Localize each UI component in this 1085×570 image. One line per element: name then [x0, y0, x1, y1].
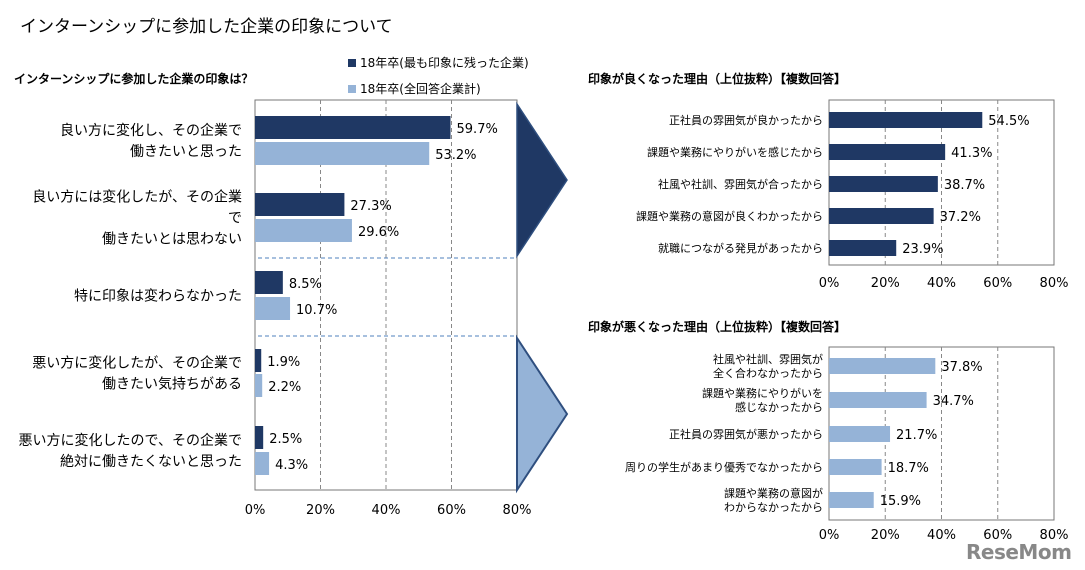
bad-data-label: 15.9% [880, 494, 921, 509]
bad-bar [829, 492, 874, 508]
good-category-label: 課題や業務の意図が良くわかったから [636, 209, 823, 223]
good-data-label: 23.9% [902, 242, 943, 257]
left-bar-series-2 [255, 452, 270, 475]
bad-data-label: 21.7% [896, 428, 937, 443]
good-bar [829, 208, 934, 224]
good-category-label: 就職につながる発見があったから [658, 241, 823, 255]
left-data-label-series-2: 4.3% [275, 458, 308, 473]
bad-category-label: 全く合わなかったから [713, 366, 823, 380]
left-category-label: 働きたい気持ちがある [102, 377, 242, 393]
left-bar-series-2 [255, 374, 263, 397]
left-category-label: 特に印象は変わらなかった [74, 288, 242, 305]
left-category-label: 絶対に働きたくないと思った [60, 454, 242, 470]
brand-logo: ReseMom [966, 540, 1072, 564]
left-chart-title: インターンシップに参加した企業の印象は？ [14, 72, 254, 86]
left-category-label: 悪い方に変化したので、その企業で [19, 432, 242, 449]
bad-data-label: 34.7% [933, 394, 974, 409]
legend-swatch-dark [348, 59, 356, 67]
left-data-label-series-1: 2.5% [269, 432, 302, 447]
left-data-label-series-1: 59.7% [457, 122, 498, 137]
bad-x-tick-label: 60% [983, 528, 1012, 543]
left-data-label-series-1: 8.5% [289, 277, 322, 292]
page-title: インターンシップに参加した企業の印象について [20, 17, 393, 37]
bad-category-label: 課題や業務の意図が [724, 486, 823, 500]
good-category-label: 社風や社訓、雰囲気が合ったから [658, 177, 823, 191]
left-data-label-series-1: 1.9% [267, 355, 300, 370]
good-data-label: 41.3% [951, 146, 992, 161]
bad-data-label: 37.8% [941, 360, 982, 375]
left-data-label-series-1: 27.3% [350, 199, 391, 214]
bad-category-label: 周りの学生があまり優秀でなかったから [625, 460, 823, 474]
good-bar [829, 112, 983, 128]
left-bar-series-2 [255, 297, 291, 320]
bad-bar [829, 392, 927, 408]
good-data-label: 37.2% [940, 210, 981, 225]
left-data-label-series-2: 10.7% [296, 303, 337, 318]
legend-swatch-light [348, 85, 356, 93]
good-reasons-chart-title: 印象が良くなった理由（上位抜粋）【複数回答】 [588, 72, 847, 86]
good-arrow-shape [516, 101, 568, 259]
left-bar-series-1 [255, 426, 264, 449]
left-category-label: 良い方には変化したが、その企業 [32, 189, 242, 206]
bad-bar [829, 426, 891, 442]
legend-label-series-1: 18年卒(最も印象に残った企業) [360, 56, 529, 70]
left-category-label: 働きたいと思った [130, 144, 242, 160]
bad-arrow-shape [516, 334, 569, 494]
bad-data-label: 18.7% [888, 461, 929, 476]
bad-x-tick-label: 20% [871, 528, 900, 543]
legend-label-series-2: 18年卒(全回答企業計) [360, 82, 481, 96]
left-x-tick-label: 40% [372, 503, 401, 518]
left-bar-series-2 [255, 142, 430, 165]
bad-reasons-chart-title: 印象が悪くなった理由（上位抜粋）【複数回答】 [588, 320, 847, 334]
left-x-tick-label: 0% [245, 503, 266, 518]
left-data-label-series-2: 53.2% [435, 148, 476, 163]
left-category-label: 悪い方に変化したが、その企業で [32, 355, 242, 372]
left-category-label: 良い方に変化し、その企業で [60, 122, 242, 139]
good-bar [829, 144, 946, 160]
bad-x-tick-label: 40% [927, 528, 956, 543]
left-bar-series-1 [255, 193, 345, 216]
left-category-label: で [228, 211, 242, 227]
good-data-label: 54.5% [988, 114, 1029, 129]
good-bar [829, 176, 938, 192]
bad-bar [829, 358, 936, 374]
left-bar-series-1 [255, 349, 262, 372]
good-x-tick-label: 80% [1040, 276, 1069, 291]
bad-x-tick-label: 0% [819, 528, 840, 543]
left-category-label: 働きたいとは思わない [102, 232, 242, 248]
bad-category-label: わからなかったから [724, 501, 823, 514]
bad-category-label: 課題や業務にやりがいを [702, 386, 823, 400]
left-x-tick-label: 80% [503, 503, 532, 518]
legend: 18年卒(最も印象に残った企業) 18年卒(全回答企業計) [348, 50, 529, 102]
left-bar-series-1 [255, 271, 283, 294]
good-x-tick-label: 60% [983, 276, 1012, 291]
good-x-tick-label: 0% [819, 276, 840, 291]
left-x-tick-label: 20% [306, 503, 335, 518]
good-category-label: 課題や業務にやりがいを感じたから [647, 145, 823, 159]
good-x-tick-label: 20% [871, 276, 900, 291]
left-data-label-series-2: 29.6% [358, 225, 399, 240]
left-bar-series-2 [255, 219, 352, 242]
good-bar [829, 240, 897, 256]
legend-item-series-1: 18年卒(最も印象に残った企業) [348, 50, 529, 76]
good-category-label: 正社員の雰囲気が良かったから [669, 113, 823, 127]
legend-item-series-2: 18年卒(全回答企業計) [348, 76, 529, 102]
bad-category-label: 正社員の雰囲気が悪かったから [669, 427, 823, 441]
left-data-label-series-2: 2.2% [268, 380, 301, 395]
left-x-tick-label: 60% [437, 503, 466, 518]
good-x-tick-label: 40% [927, 276, 956, 291]
bad-bar [829, 459, 882, 475]
good-data-label: 38.7% [944, 178, 985, 193]
bad-x-tick-label: 80% [1040, 528, 1069, 543]
bad-category-label: 社風や社訓、雰囲気が [713, 352, 823, 366]
left-bar-series-1 [255, 116, 451, 139]
bad-category-label: 感じなかったから [735, 401, 823, 414]
